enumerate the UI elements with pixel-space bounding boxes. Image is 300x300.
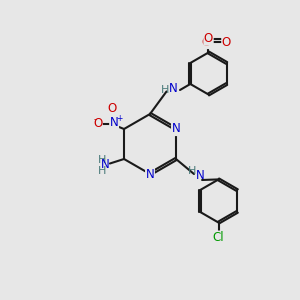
Text: O: O (204, 32, 213, 45)
Text: N: N (196, 169, 205, 182)
Text: H: H (161, 85, 169, 95)
Text: H: H (98, 155, 106, 165)
Text: H: H (188, 166, 197, 176)
Text: O: O (222, 35, 231, 49)
Text: -: - (93, 115, 96, 124)
Text: O: O (107, 102, 117, 116)
Text: O: O (202, 35, 211, 49)
Text: N: N (169, 82, 178, 95)
Text: N: N (110, 116, 118, 129)
Text: +: + (116, 114, 122, 123)
Text: H: H (98, 166, 106, 176)
Text: O: O (93, 117, 102, 130)
Text: N: N (101, 158, 110, 172)
Text: N: N (172, 122, 180, 136)
Text: Cl: Cl (213, 231, 224, 244)
Text: N: N (146, 167, 154, 181)
